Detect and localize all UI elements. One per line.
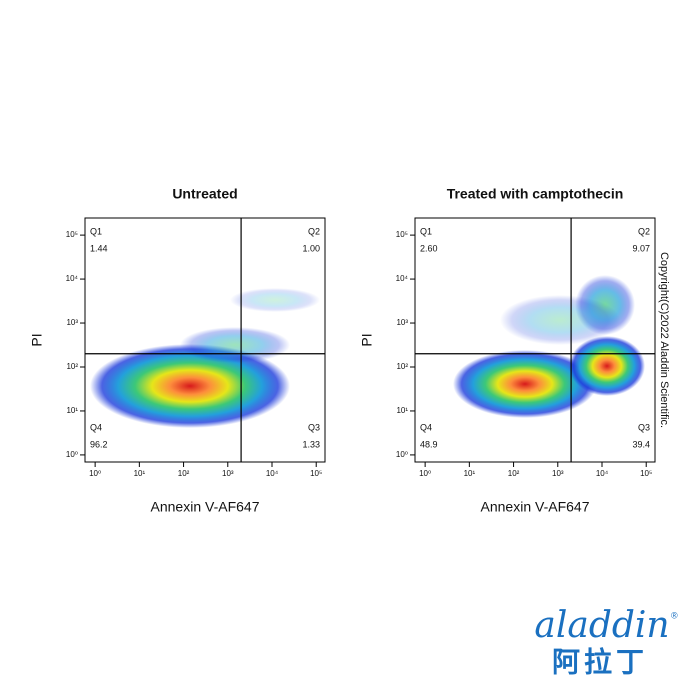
density-cloud bbox=[453, 275, 645, 418]
quadrant-name: Q1 bbox=[90, 226, 102, 236]
chart-title: Treated with camptothecin bbox=[447, 186, 624, 202]
y-tick-label: 10⁵ bbox=[66, 230, 78, 239]
quadrant-percent: 1.44 bbox=[90, 243, 108, 253]
y-tick-label: 10² bbox=[66, 362, 78, 371]
chart-title: Untreated bbox=[172, 186, 237, 202]
quadrant-name: Q1 bbox=[420, 226, 432, 236]
quadrant-name: Q4 bbox=[90, 422, 102, 432]
x-tick-label: 10² bbox=[508, 469, 520, 478]
x-tick-label: 10³ bbox=[222, 469, 234, 478]
quadrant-name: Q3 bbox=[308, 422, 320, 432]
y-axis-label: PI bbox=[29, 333, 45, 346]
x-tick-label: 10⁴ bbox=[266, 469, 279, 478]
quadrant-name: Q2 bbox=[308, 226, 320, 236]
y-tick-label: 10⁴ bbox=[396, 274, 409, 283]
x-axis-label: Annexin V-AF647 bbox=[151, 499, 260, 515]
quadrant-percent: 1.00 bbox=[302, 243, 320, 253]
quadrant-percent: 39.4 bbox=[632, 439, 650, 449]
quadrant-name: Q3 bbox=[638, 422, 650, 432]
logo-chinese: 阿拉丁 bbox=[552, 645, 648, 677]
y-tick-label: 10¹ bbox=[396, 406, 408, 415]
x-tick-label: 10⁵ bbox=[310, 469, 322, 478]
y-tick-label: 10⁵ bbox=[396, 230, 408, 239]
y-tick-label: 10² bbox=[396, 362, 408, 371]
x-tick-label: 10⁴ bbox=[596, 469, 609, 478]
quadrant-name: Q4 bbox=[420, 422, 432, 432]
x-tick-label: 10¹ bbox=[134, 469, 146, 478]
y-tick-label: 10⁰ bbox=[396, 450, 408, 459]
quadrant-percent: 96.2 bbox=[90, 439, 108, 449]
density-cloud bbox=[90, 288, 320, 428]
x-tick-label: 10⁵ bbox=[640, 469, 652, 478]
quadrant-percent: 48.9 bbox=[420, 439, 438, 449]
x-tick-label: 10⁰ bbox=[419, 469, 431, 478]
plot-frame bbox=[84, 217, 326, 463]
y-tick-label: 10¹ bbox=[66, 406, 78, 415]
quadrant-name: Q2 bbox=[638, 226, 650, 236]
x-tick-label: 10⁰ bbox=[89, 469, 101, 478]
copyright: Copyright(C)2022 Aladdin Scientific. bbox=[658, 252, 670, 428]
y-tick-label: 10³ bbox=[396, 318, 408, 327]
y-axis-label: PI bbox=[359, 333, 375, 346]
y-tick-label: 10⁴ bbox=[66, 274, 79, 283]
x-tick-label: 10¹ bbox=[464, 469, 476, 478]
x-tick-label: 10³ bbox=[552, 469, 564, 478]
quadrant-percent: 2.60 bbox=[420, 243, 438, 253]
quadrant-percent: 9.07 bbox=[632, 243, 650, 253]
quadrant-percent: 1.33 bbox=[302, 439, 320, 449]
plot-frame bbox=[414, 217, 656, 463]
x-axis-label: Annexin V-AF647 bbox=[481, 499, 590, 515]
y-tick-label: 10³ bbox=[66, 318, 78, 327]
x-tick-label: 10² bbox=[178, 469, 190, 478]
y-tick-label: 10⁰ bbox=[66, 450, 78, 459]
logo-text: aladdin bbox=[534, 605, 669, 646]
logo-mark: ® bbox=[671, 610, 678, 620]
